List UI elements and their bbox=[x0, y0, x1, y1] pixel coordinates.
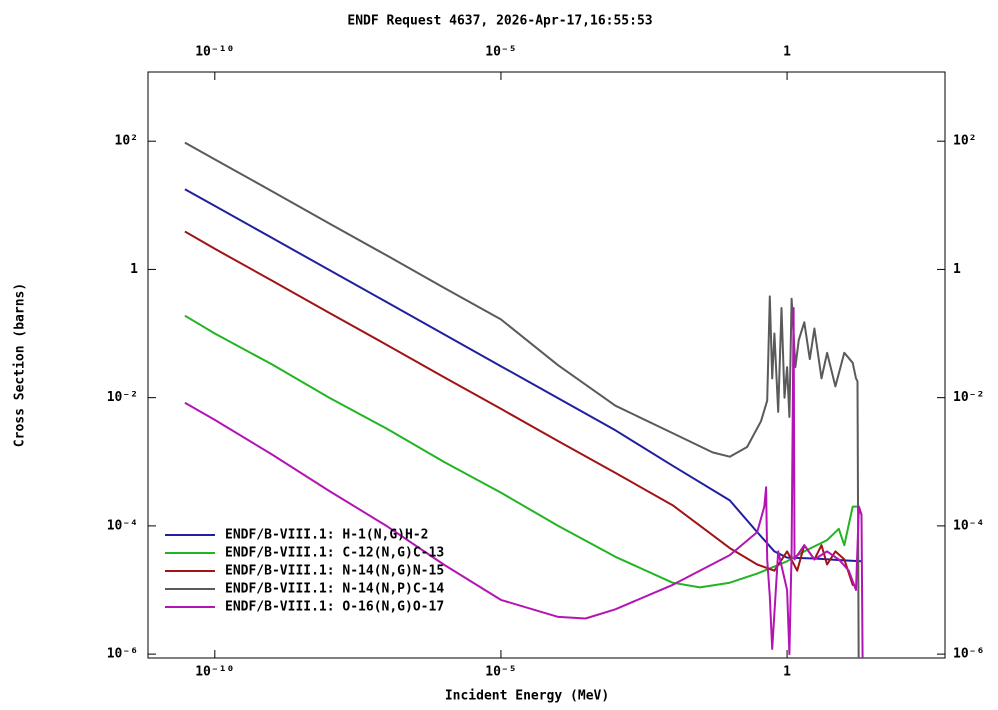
legend-label: ENDF/B-VIII.1: C-12(N,G)C-13 bbox=[225, 546, 444, 561]
y-axis-label: Cross Section (barns) bbox=[13, 283, 28, 447]
legend-label: ENDF/B-VIII.1: H-1(N,G)H-2 bbox=[225, 528, 429, 543]
y-tick-label: 1 bbox=[130, 262, 138, 277]
y-tick-label-right: 10⁻⁶ bbox=[953, 647, 984, 662]
chart-title: ENDF Request 4637, 2026-Apr-17,16:55:53 bbox=[347, 14, 652, 29]
x-tick-label: 10⁻⁵ bbox=[485, 665, 516, 680]
y-tick-label: 10⁻⁴ bbox=[107, 518, 138, 533]
y-tick-label: 10² bbox=[115, 134, 138, 149]
y-tick-label-right: 10⁻⁴ bbox=[953, 518, 984, 533]
legend-label: ENDF/B-VIII.1: N-14(N,G)N-15 bbox=[225, 564, 444, 579]
plot-frame bbox=[147, 71, 946, 659]
y-tick-label-right: 10² bbox=[953, 134, 976, 149]
x-tick-label: 1 bbox=[783, 665, 791, 680]
y-tick-label: 10⁻² bbox=[107, 390, 138, 405]
series-line bbox=[184, 230, 855, 586]
x-tick-label-top: 10⁻⁵ bbox=[485, 45, 516, 60]
legend: ENDF/B-VIII.1: H-1(N,G)H-2 ENDF/B-VIII.1:… bbox=[165, 528, 444, 615]
y-tick-label-right: 1 bbox=[953, 262, 961, 277]
x-tick-label-top: 10⁻¹⁰ bbox=[195, 45, 234, 60]
y-tick-label: 10⁻⁶ bbox=[107, 647, 138, 662]
plot-lines bbox=[184, 141, 864, 658]
series-line bbox=[184, 314, 863, 589]
x-tick-label: 10⁻¹⁰ bbox=[195, 665, 234, 680]
x-tick-label-top: 1 bbox=[783, 45, 791, 60]
series-line bbox=[184, 307, 864, 658]
y-tick-label-right: 10⁻² bbox=[953, 390, 984, 405]
legend-label: ENDF/B-VIII.1: O-16(N,G)O-17 bbox=[225, 600, 444, 615]
series-line bbox=[184, 141, 860, 658]
x-axis-label: Incident Energy (MeV) bbox=[445, 689, 609, 704]
legend-label: ENDF/B-VIII.1: N-14(N,P)C-14 bbox=[225, 582, 444, 597]
